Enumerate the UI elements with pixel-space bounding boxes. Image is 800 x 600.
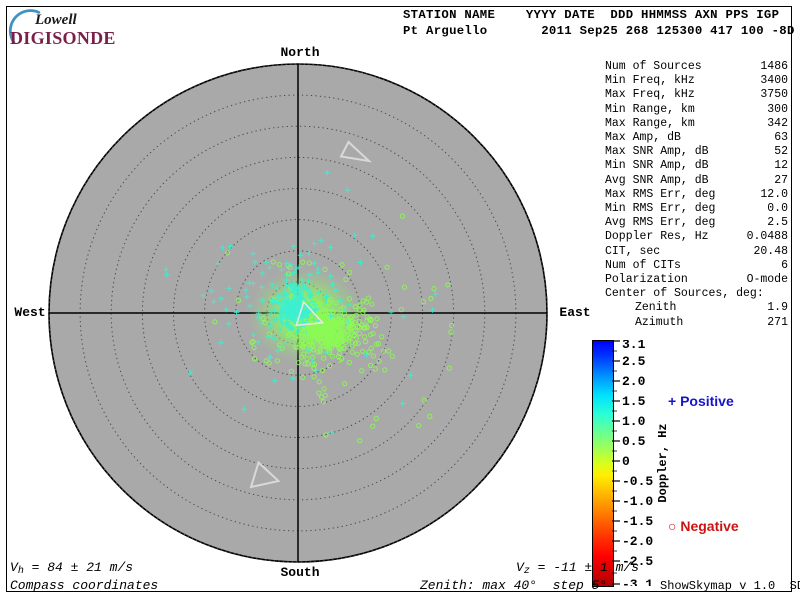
svg-text:Doppler, Hz: Doppler, Hz bbox=[656, 423, 670, 502]
svg-text:-0.5: -0.5 bbox=[622, 474, 653, 489]
svg-text:-1.0: -1.0 bbox=[622, 494, 653, 509]
svg-text:-2.0: -2.0 bbox=[622, 534, 653, 549]
svg-text:-3.1: -3.1 bbox=[622, 577, 653, 586]
svg-text:2.0: 2.0 bbox=[622, 374, 646, 389]
svg-text:1.0: 1.0 bbox=[622, 414, 646, 429]
svg-text:2.5: 2.5 bbox=[622, 354, 646, 369]
svg-text:0: 0 bbox=[622, 454, 630, 469]
svg-text:3.1: 3.1 bbox=[622, 340, 646, 352]
svg-text:-1.5: -1.5 bbox=[622, 514, 653, 529]
svg-text:0.5: 0.5 bbox=[622, 434, 646, 449]
svg-text:1.5: 1.5 bbox=[622, 394, 646, 409]
